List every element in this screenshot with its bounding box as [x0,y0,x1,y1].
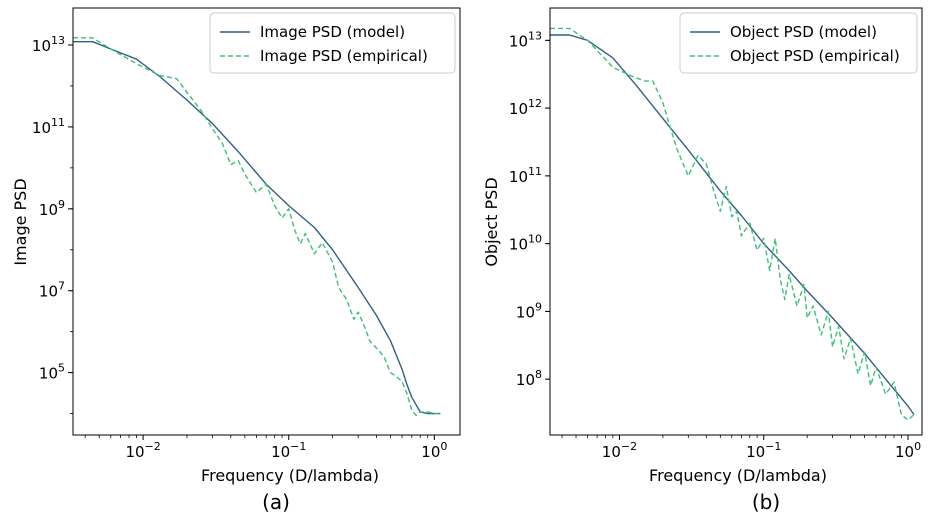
legend-entry-label: Image PSD (empirical) [260,47,428,65]
legend-box [679,12,918,74]
legend: Object PSD (model) Object PSD (empirical) [679,12,918,74]
x-tick-label: 10−2 [125,440,160,461]
model-series-line [550,34,915,416]
empirical-series-line [73,37,441,417]
y-tick-label: 108 [516,368,542,389]
x-tick-label: 100 [895,440,921,461]
chart-panel-a: Frequency (D/lambda) Image PSD (a) 10−2 1… [11,7,461,514]
y-tick-label: 1011 [32,116,65,137]
chart-panel-b: Frequency (D/lambda) Object PSD (b) 10−2… [482,7,923,514]
legend-box [209,12,456,74]
y-tick-label: 105 [39,362,65,383]
y-tick-label: 109 [516,300,542,321]
y-tick-label: 1013 [509,29,542,50]
y-axis-label: Image PSD [11,178,30,265]
legend-entry-label: Image PSD (model) [260,23,405,41]
x-tick-label: 10−1 [746,440,781,461]
plot-frame [549,7,923,436]
legend-entry-label: Object PSD (empirical) [730,47,900,65]
y-tick-label: 1012 [509,97,542,118]
x-tick-label: 100 [421,440,447,461]
legend-entry-label: Object PSD (model) [730,23,877,41]
x-tick-label: 10−1 [271,440,306,461]
y-axis-label: Object PSD [482,177,501,266]
x-axis-label: Frequency (D/lambda) [649,466,827,485]
x-tick-label: 10−2 [602,440,637,461]
x-axis-label: Frequency (D/lambda) [201,466,379,485]
empirical-series-line [550,27,915,421]
model-series-line [73,41,441,415]
y-tick-label: 107 [39,280,65,301]
plot-area [550,27,915,421]
y-tick-label: 1013 [32,34,65,55]
legend: Image PSD (model) Image PSD (empirical) [209,12,456,74]
y-tick-label: 109 [39,198,65,219]
y-tick-label: 1010 [509,233,542,254]
panel-label: (a) [262,490,290,514]
panel-label: (b) [752,490,780,514]
plot-area [73,37,441,417]
y-tick-label: 1011 [509,165,542,186]
